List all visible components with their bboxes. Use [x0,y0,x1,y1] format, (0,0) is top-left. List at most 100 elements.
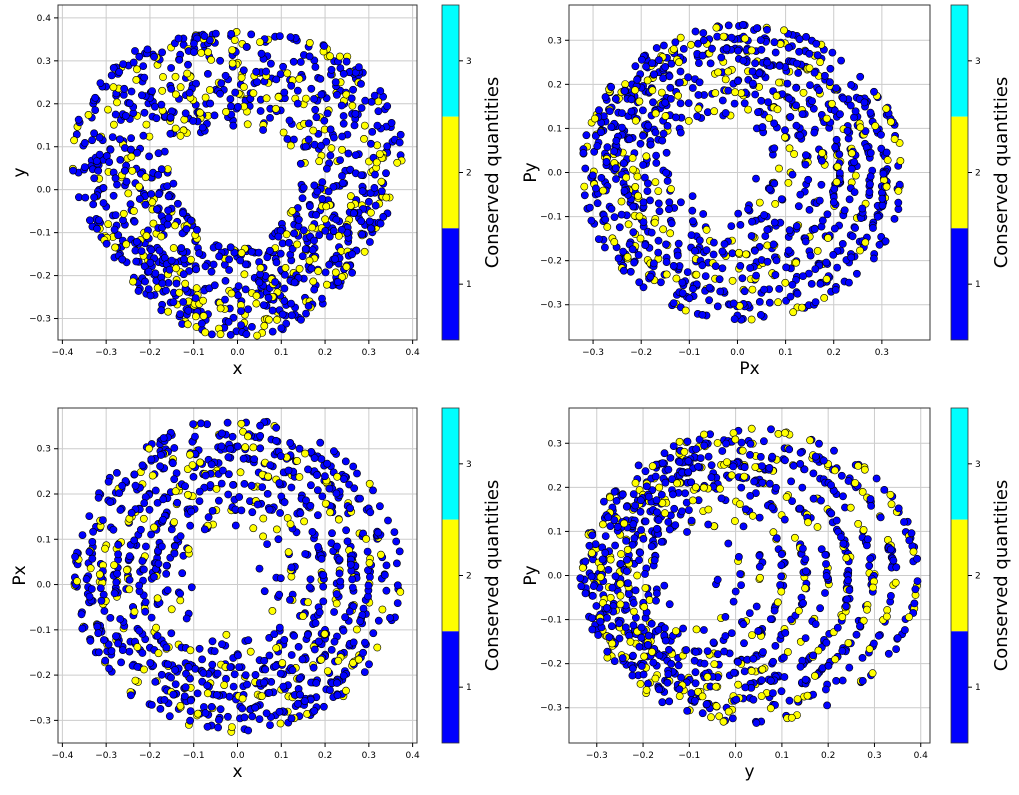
scatter-point [369,486,377,495]
scatter-point [147,700,156,709]
scatter-point [633,172,642,181]
scatter-point [320,42,328,50]
scatter-point [631,62,640,71]
scatter-point [309,277,318,286]
scatter-point [189,473,198,481]
scatter-point [302,309,310,318]
scatter-point [301,245,310,253]
scatter-point [676,198,685,207]
scatter-point [657,88,666,97]
scatter-point [728,276,737,285]
scatter-point [641,517,650,526]
scatter-point [323,667,332,675]
scatter-point [273,315,281,324]
scatter-point [271,278,279,286]
scatter-point [597,128,605,137]
x-tick-label: 0.2 [318,751,332,761]
scatter-point [704,505,713,514]
scatter-point [831,285,840,294]
scatter-point [279,62,287,71]
scatter-point [649,98,657,107]
scatter-point [127,152,136,161]
scatter-point [164,213,173,222]
scatter-point [629,520,638,529]
scatter-point [313,187,322,196]
scatter-point [643,187,652,195]
scatter-point [798,483,807,492]
scatter-point [237,73,246,82]
scatter-point [171,487,180,496]
scatter-point [214,723,222,732]
scatter-point [739,20,747,29]
scatter-point [154,649,163,658]
scatter-point [713,302,722,311]
scatter-point [350,484,359,493]
scatter-point [107,646,116,655]
scatter-point [671,627,680,635]
scatter-point [636,234,645,243]
scatter-point [210,281,219,290]
scatter-point [131,481,140,490]
scatter-point [866,148,875,157]
scatter-point [130,470,139,479]
scatter-point [606,493,614,502]
colorbar-label: Conserved quantities [482,77,503,269]
scatter-point [821,685,830,694]
scatter-point [611,541,619,550]
scatter-point [296,690,304,699]
scatter-point [736,261,745,270]
scatter-point [772,256,781,265]
scatter-point [140,499,149,507]
scatter-point [639,283,648,292]
scatter-point [852,630,861,639]
scatter-point [740,667,749,676]
scatter-point [892,563,901,572]
scatter-point [271,104,280,113]
colorbar-tick-label: 1 [466,683,472,693]
scatter-point [679,624,687,633]
scatter-point [695,78,704,87]
scatter-point [318,492,327,501]
scatter-point [310,95,318,103]
scatter-point [287,299,295,308]
scatter-point [681,306,690,315]
scatter-point [684,457,693,466]
scatter-point [244,636,253,645]
scatter-point [162,286,170,295]
scatter-point [733,77,742,85]
scatter-point [804,175,813,184]
scatter-point [618,123,626,132]
scatter-point [164,307,172,316]
scatter-point [99,183,108,192]
scatter-point [326,125,335,134]
scatter-point [176,310,184,318]
scatter-point [293,99,302,108]
x-axis-label: Px [739,359,759,379]
scatter-point [659,129,668,138]
scatter-point [200,32,209,40]
scatter-point [348,101,357,110]
scatter-point [665,645,673,654]
scatter-point [750,477,758,486]
scatter-point [616,559,625,568]
scatter-point [135,626,144,635]
scatter-point [112,578,121,587]
x-axis-label: x [232,359,242,379]
scatter-point [247,247,256,256]
scatter-point [715,712,724,721]
scatter-point [203,70,212,78]
scatter-point [214,715,223,724]
scatter-point [709,238,718,247]
scatter-point [99,516,107,524]
scatter-point [172,279,181,288]
scatter-point [135,581,144,590]
scatter-point [263,490,272,498]
scatter-point [648,462,657,471]
scatter-point [610,213,619,221]
scatter-point [285,116,294,125]
scatter-point [351,151,360,159]
scatter-point [393,158,402,167]
colorbar-band [442,631,459,743]
y-axis-label: Px [10,565,30,585]
scatter-point [92,157,101,165]
